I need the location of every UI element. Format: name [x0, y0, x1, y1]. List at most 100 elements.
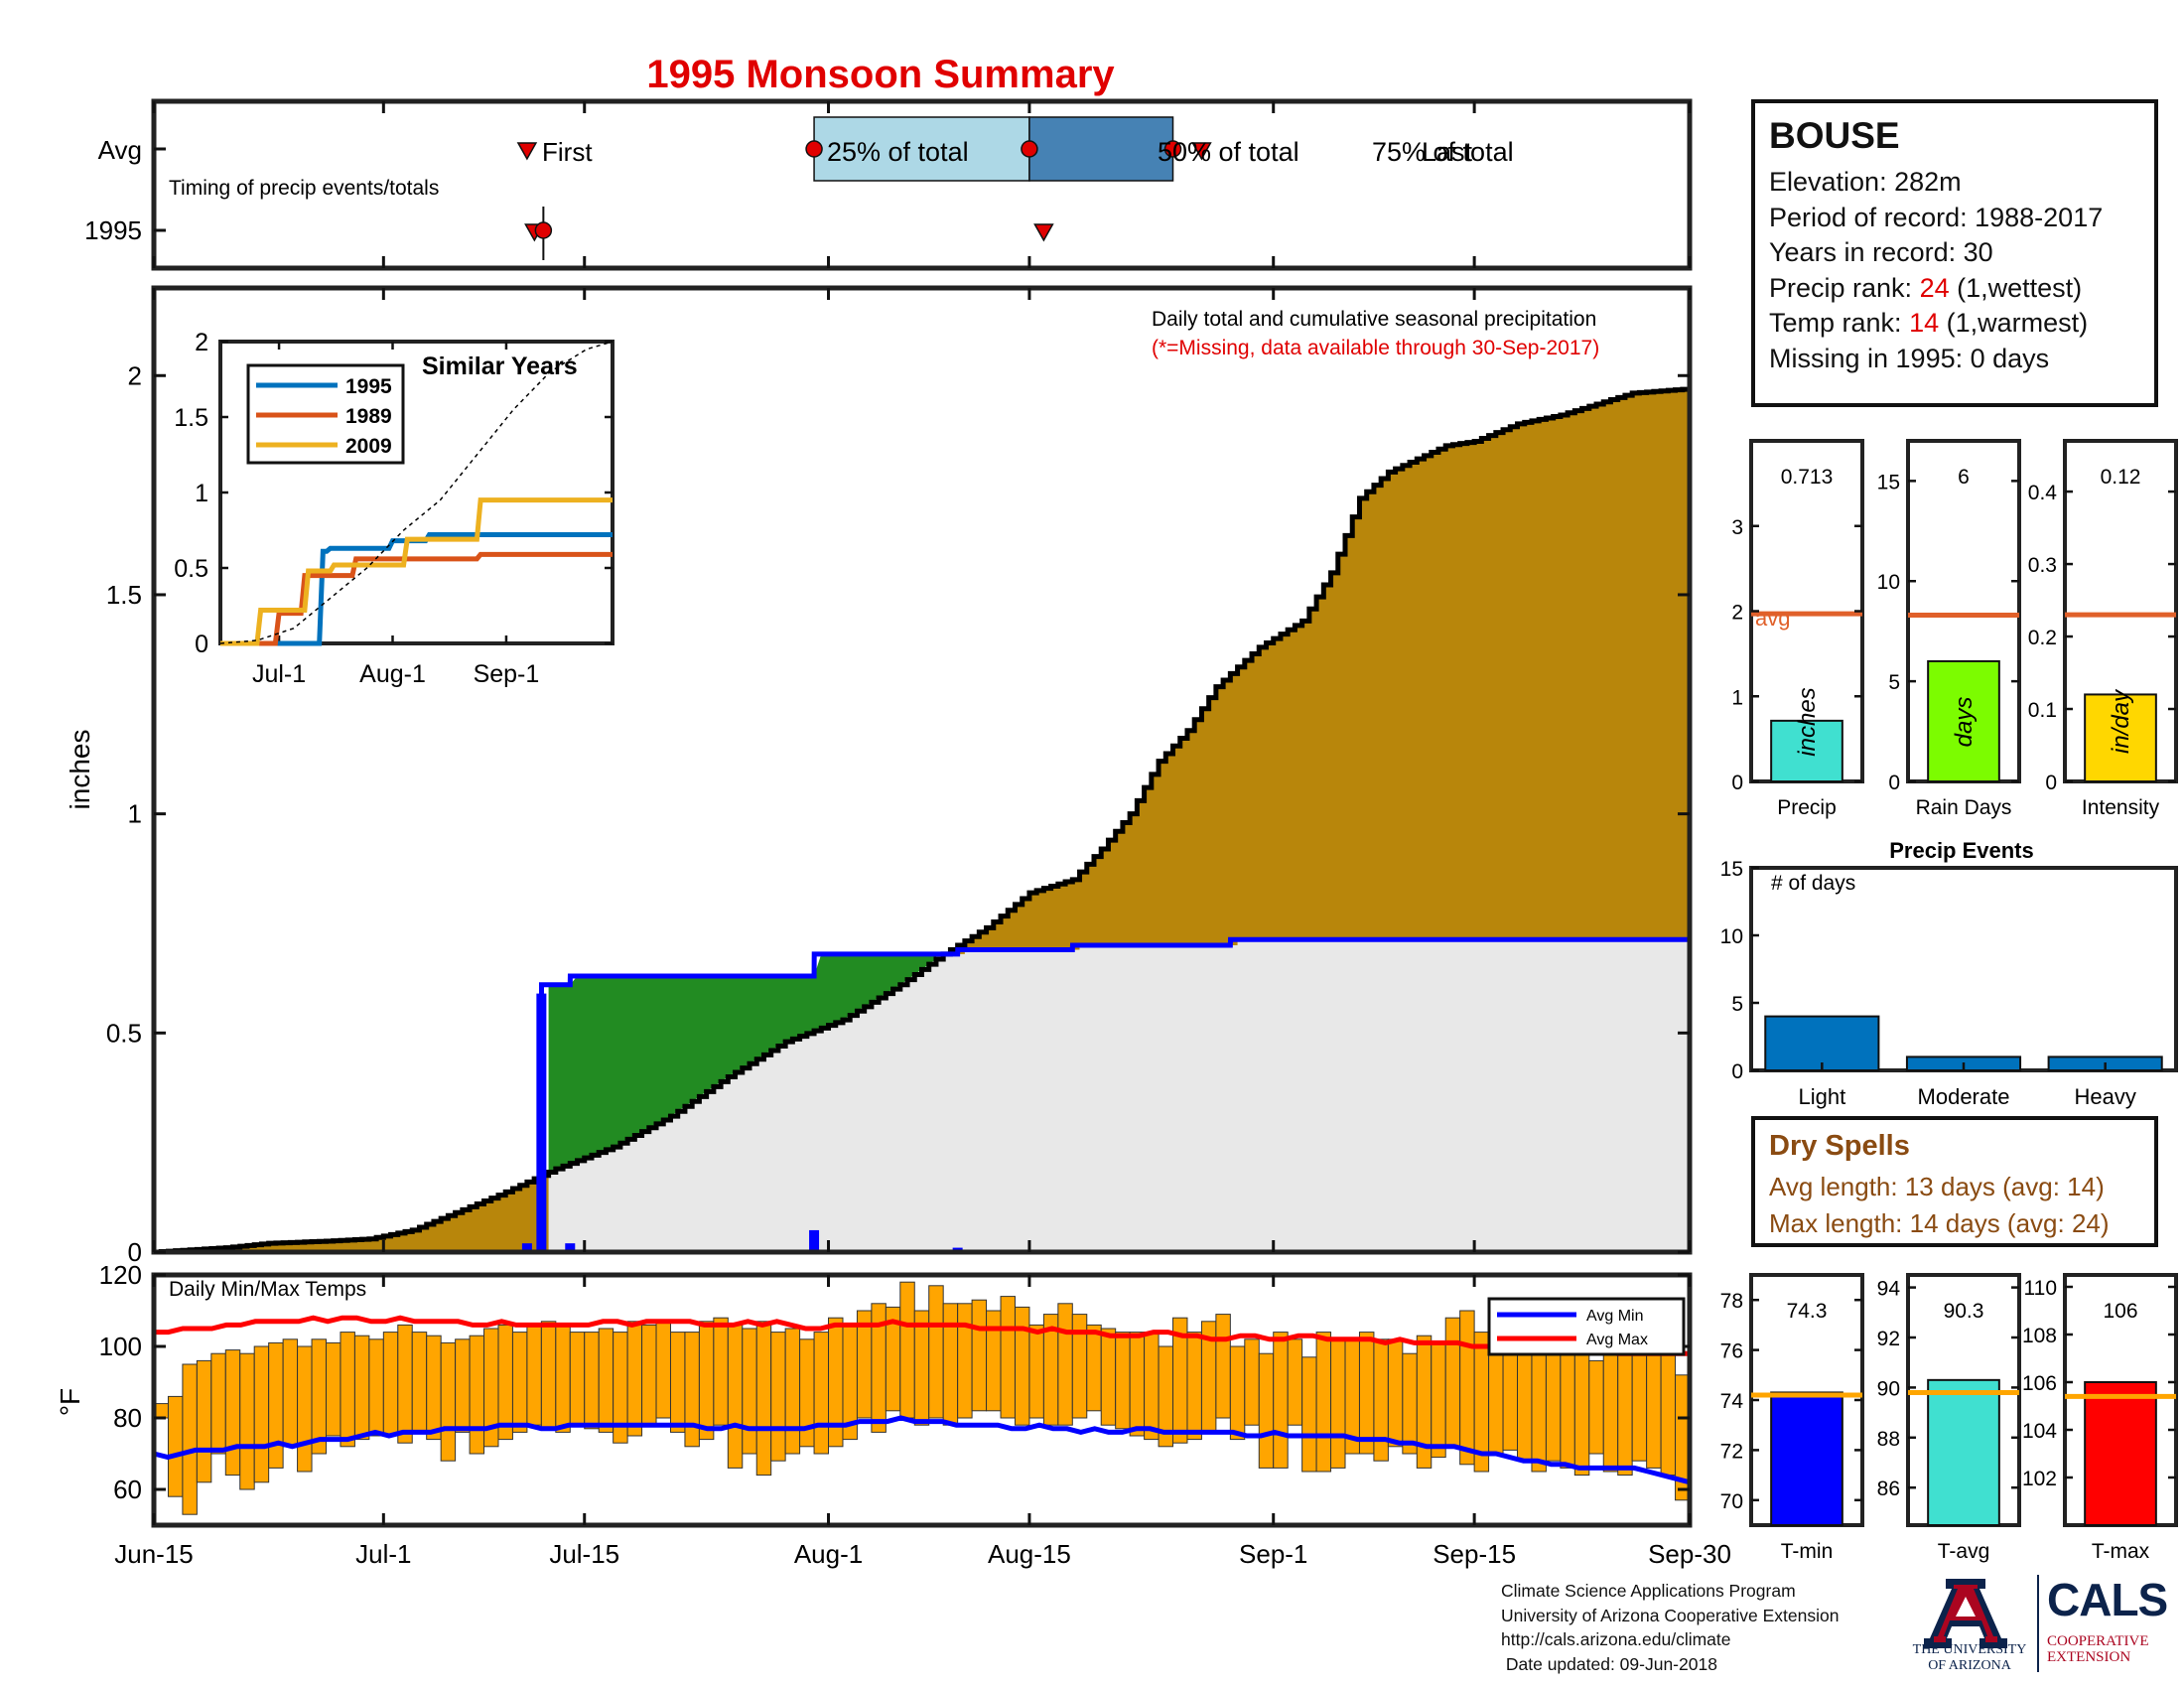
daily-temp-bar: [569, 1332, 586, 1426]
intensity-stat-value: 0.12: [2101, 466, 2141, 489]
tmin-stat-y-tick-label: 76: [1720, 1340, 1743, 1363]
daily-temp-bar: [469, 1335, 485, 1455]
daily-temp-bar: [311, 1338, 327, 1455]
logo-divider: [2037, 1575, 2039, 1672]
tavg-stat-label: T-avg: [1938, 1540, 1990, 1563]
daily-temp-bar: [742, 1328, 757, 1455]
credit-line: http://cals.arizona.edu/climate: [1501, 1629, 1731, 1649]
inset-x-tick-label: Jul-1: [252, 660, 306, 688]
temp-rank-prefix: Temp rank:: [1769, 308, 1910, 338]
events-y-tick-label: 5: [1731, 993, 1743, 1016]
tavg-stat-y-tick-label: 90: [1877, 1377, 1900, 1400]
credits: Climate Science Applications Program Uni…: [1501, 1579, 1839, 1676]
daily-temp-bar: [1617, 1338, 1633, 1477]
daily-temp-bar: [1115, 1332, 1131, 1430]
timing-row-year: 1995: [84, 215, 142, 245]
daily-temp-bar: [1602, 1335, 1619, 1473]
inset-series-line: [219, 341, 614, 644]
daily-temp-bar: [1588, 1359, 1604, 1455]
temps-y-tick-label: 100: [99, 1332, 142, 1361]
avg-max-line: [154, 1315, 1690, 1356]
main-note: Daily total and cumulative seasonal prec…: [1152, 308, 1596, 331]
daily-temp-bar: [655, 1321, 671, 1419]
daily-temp-bar: [971, 1299, 988, 1412]
cals-logo: CALS: [2047, 1574, 2168, 1625]
inset-legend-label: 1995: [345, 375, 392, 398]
precip-y-tick-label: 2: [128, 360, 142, 390]
observed-cumulative-line: [154, 936, 1690, 1255]
daily-temp-bar: [899, 1281, 915, 1419]
timing-q75-label: 75% of total: [1372, 137, 1514, 167]
daily-temp-bar: [511, 1332, 528, 1433]
daily-temp-bar: [755, 1321, 772, 1477]
dry-spells-title: Dry Spells: [1769, 1130, 1910, 1162]
daily-temp-bar: [1086, 1324, 1102, 1412]
events-bar: [1764, 1015, 1880, 1071]
station-precip-rank: Precip rank: 24 (1,wettest): [1769, 271, 2140, 307]
precip-stat-value: 0.713: [1781, 466, 1834, 489]
timing-avg-q50-marker: [1021, 140, 1038, 158]
daily-temp-bar: [1301, 1356, 1317, 1473]
tmax-stat-y-tick-label: 102: [2022, 1468, 2057, 1490]
events-category-label: Moderate: [1918, 1084, 2010, 1109]
daily-precip-bar: [565, 1243, 576, 1252]
credit-line: Climate Science Applications Program: [1501, 1581, 1796, 1601]
daily-temp-bar: [1431, 1341, 1446, 1459]
temps-y-tick-label: 80: [113, 1403, 142, 1433]
daily-temp-bar: [727, 1324, 744, 1469]
precip-stat-y-tick-label: 0: [1731, 772, 1743, 794]
precip-y-tick-label: 0: [128, 1237, 142, 1267]
precip-rank-suffix: (1,wettest): [1949, 272, 2083, 303]
intensity-stat-label: Intensity: [2082, 796, 2160, 819]
daily-temp-bar: [1144, 1332, 1160, 1441]
temp-summary-panels: 70 72 74 76 78 74.3 T-min 86 88 90 92 94 90.3 T-avg 10…: [1720, 1273, 2178, 1563]
daily-temp-bar: [196, 1359, 212, 1483]
temps-legend-label: Avg Max: [1586, 1332, 1648, 1348]
raindays-stat-label: Rain Days: [1916, 796, 2012, 819]
daily-temp-bar: [669, 1332, 686, 1433]
dry-max-length: Max length: 14 days (avg: 24): [1769, 1208, 2110, 1238]
daily-precip-bar: [536, 993, 547, 1252]
raindays-stat-y-tick-label: 15: [1877, 471, 1900, 493]
precip-y-tick-label: 1: [128, 799, 142, 829]
figure-title: 1995 Monsoon Summary: [646, 53, 1115, 96]
inset-y-tick-label: 0.5: [174, 555, 208, 583]
daily-temp-bar: [340, 1332, 355, 1448]
tavg-stat-value: 90.3: [1944, 1300, 1984, 1323]
precip-stat-y-tick-label: 2: [1731, 602, 1743, 625]
raindays-stat-bar: [1927, 659, 2000, 782]
daily-temp-bar: [253, 1345, 270, 1483]
raindays-stat-value: 6: [1958, 466, 1970, 489]
temps-ylabel: °F: [55, 1388, 85, 1416]
precip-stat-bar: [1770, 719, 1843, 782]
dry-spells-box: Dry Spells Avg length: 13 days (avg: 14)…: [1751, 1116, 2158, 1247]
daily-temp-bar: [167, 1395, 184, 1497]
main-note-missing: (*=Missing, data available through 30-Se…: [1152, 337, 1599, 359]
station-temp-rank: Temp rank: 14 (1,warmest): [1769, 306, 2140, 342]
daily-temp-bar: [1258, 1352, 1275, 1469]
x-tick-label: Jun-15: [114, 1539, 194, 1569]
daily-temp-bar: [684, 1332, 700, 1448]
events-y-tick-label: 0: [1731, 1060, 1743, 1083]
daily-temp-bar: [1531, 1345, 1547, 1473]
daily-temp-bar: [382, 1332, 399, 1437]
events-ylabel: # of days: [1771, 872, 1855, 895]
daily-temp-bar: [928, 1285, 944, 1419]
surplus-area: [548, 953, 936, 1173]
x-tick-label: Jul-1: [355, 1539, 411, 1569]
daily-temp-bar: [497, 1324, 513, 1441]
daily-temp-bar: [1560, 1345, 1575, 1469]
timing-panel: [151, 98, 1693, 271]
season-stats-panels: 0 1 2 3 0.713 Precip inches avg 0 5 10 15 6 Rain Days…: [1731, 439, 2178, 819]
intensity-stat-y-tick-label: 0: [2045, 772, 2057, 794]
events-title: Precip Events: [1889, 838, 2034, 863]
daily-temp-bar: [913, 1310, 930, 1426]
tmax-stat-y-tick-label: 108: [2022, 1325, 2057, 1347]
daily-temp-bar: [770, 1332, 786, 1462]
inset-y-tick-label: 1: [195, 480, 208, 507]
daily-temp-bar: [325, 1341, 341, 1437]
daily-temp-bar: [1373, 1338, 1389, 1462]
timing-year-q25-marker: [534, 221, 553, 239]
intensity-stat-bar: [2084, 693, 2157, 783]
